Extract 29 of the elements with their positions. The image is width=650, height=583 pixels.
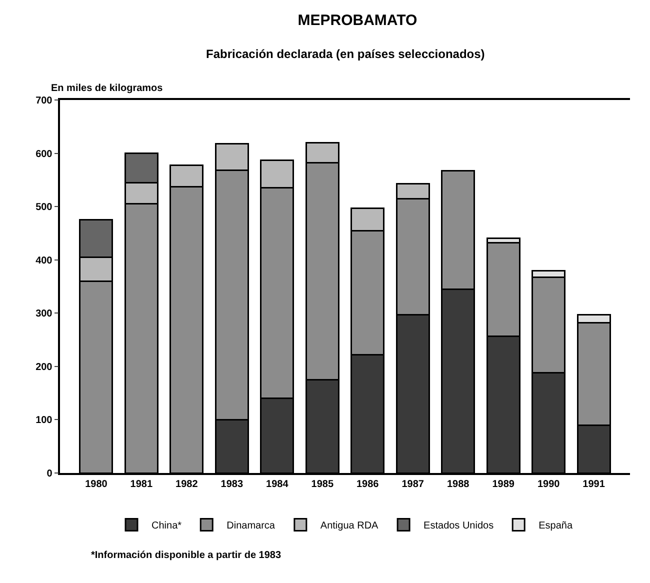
y-tick-label: 700 — [36, 96, 53, 106]
x-tick-label: 1986 — [356, 478, 380, 490]
text: *Información disponible a partir de 1983 — [91, 550, 282, 561]
x-tick-label: 1980 — [85, 478, 108, 490]
y-tick-label: 400 — [36, 255, 53, 266]
y-tick-label: 200 — [36, 362, 53, 373]
y-tick-label: 300 — [36, 308, 53, 320]
legend-label: China* — [152, 520, 182, 532]
y-tick-label: 100 — [36, 415, 53, 426]
x-tick-label: 1984 — [266, 478, 289, 490]
x-tick-label: 1985 — [311, 478, 334, 490]
x-tick-label: 1991 — [582, 478, 606, 490]
x-tick-label: 1990 — [537, 478, 560, 490]
y-tick-label: 0 — [46, 468, 53, 480]
y-tick-label: 500 — [36, 202, 53, 214]
legend-label: Antigua RDA — [320, 520, 379, 532]
x-tick-label: 1981 — [130, 478, 153, 490]
x-tick-label: 1989 — [492, 478, 515, 490]
chart-title: MEPROBAMATO — [298, 12, 418, 30]
x-tick-label: 1987 — [402, 478, 424, 490]
x-tick-label: 1983 — [220, 478, 244, 490]
legend-label: España — [538, 520, 573, 532]
y-axis-title: En miles de kilogramos — [51, 83, 164, 94]
legend-label: Estados Unidos — [424, 520, 494, 532]
chart-subtitle: Fabricación declarada (en países seleccionados) — [206, 47, 485, 61]
legend-label: Dinamarca — [226, 520, 276, 532]
x-tick-label: 1982 — [176, 478, 198, 490]
y-tick-label: 600 — [36, 148, 53, 160]
x-tick-label: 1988 — [446, 478, 470, 490]
